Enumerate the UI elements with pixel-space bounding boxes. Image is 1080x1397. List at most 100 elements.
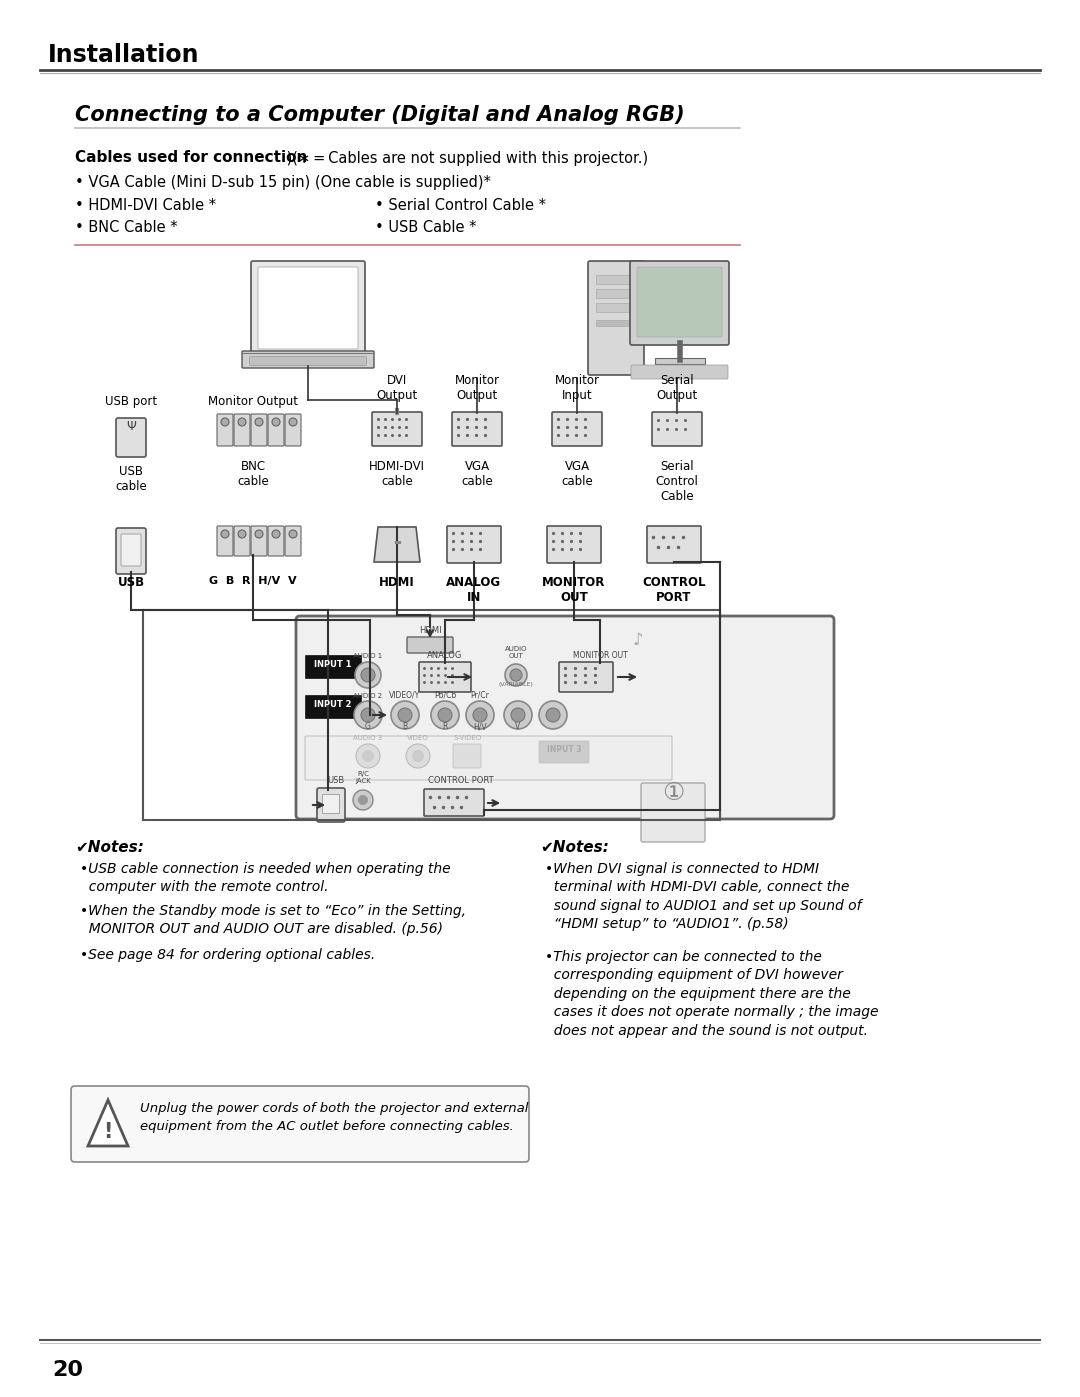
- Text: Connecting to a Computer (Digital and Analog RGB): Connecting to a Computer (Digital and An…: [75, 105, 685, 124]
- Circle shape: [438, 708, 453, 722]
- Text: V: V: [515, 722, 521, 731]
- FancyBboxPatch shape: [71, 1085, 529, 1162]
- Text: ▬: ▬: [393, 538, 401, 548]
- FancyBboxPatch shape: [285, 527, 301, 556]
- FancyBboxPatch shape: [234, 414, 249, 446]
- FancyBboxPatch shape: [249, 356, 366, 366]
- Text: INPUT 3: INPUT 3: [546, 745, 581, 754]
- Text: VIDEO/Y: VIDEO/Y: [390, 692, 420, 700]
- Circle shape: [289, 529, 297, 538]
- Text: 20: 20: [52, 1361, 83, 1380]
- Text: CONTROL
PORT: CONTROL PORT: [643, 576, 705, 604]
- FancyBboxPatch shape: [453, 412, 502, 446]
- FancyBboxPatch shape: [116, 528, 146, 574]
- Circle shape: [238, 418, 246, 426]
- Circle shape: [356, 745, 380, 768]
- Polygon shape: [374, 527, 420, 562]
- Bar: [596, 303, 636, 312]
- Text: •This projector can be connected to the
  corresponding equipment of DVI however: •This projector can be connected to the …: [545, 950, 878, 1038]
- Circle shape: [272, 418, 280, 426]
- Text: •When DVI signal is connected to HDMI
  terminal with HDMI-DVI cable, connect th: •When DVI signal is connected to HDMI te…: [545, 862, 862, 932]
- Bar: [596, 289, 636, 298]
- Circle shape: [431, 701, 459, 729]
- Text: H/V: H/V: [473, 722, 487, 731]
- Text: AUDIO 3: AUDIO 3: [353, 735, 382, 740]
- Text: • BNC Cable *: • BNC Cable *: [75, 219, 177, 235]
- Text: USB: USB: [327, 775, 345, 785]
- FancyBboxPatch shape: [631, 365, 728, 379]
- Text: R: R: [443, 722, 448, 731]
- Text: •When the Standby mode is set to “Eco” in the Setting,
  MONITOR OUT and AUDIO O: •When the Standby mode is set to “Eco” i…: [80, 904, 465, 936]
- Text: HDMI: HDMI: [419, 626, 442, 636]
- FancyBboxPatch shape: [318, 788, 345, 821]
- Circle shape: [355, 662, 381, 687]
- Text: USB: USB: [118, 576, 145, 590]
- Circle shape: [399, 708, 411, 722]
- FancyBboxPatch shape: [419, 662, 471, 692]
- FancyBboxPatch shape: [407, 637, 453, 652]
- FancyBboxPatch shape: [251, 527, 267, 556]
- FancyBboxPatch shape: [251, 414, 267, 446]
- FancyBboxPatch shape: [217, 414, 233, 446]
- Circle shape: [539, 701, 567, 729]
- Circle shape: [510, 669, 522, 680]
- FancyBboxPatch shape: [424, 789, 484, 816]
- FancyBboxPatch shape: [285, 414, 301, 446]
- Circle shape: [361, 708, 375, 722]
- Circle shape: [238, 529, 246, 538]
- Text: S-VIDEO: S-VIDEO: [454, 735, 482, 740]
- Text: CONTROL PORT: CONTROL PORT: [428, 775, 494, 785]
- Circle shape: [465, 701, 494, 729]
- Text: Installation: Installation: [48, 43, 200, 67]
- FancyBboxPatch shape: [234, 527, 249, 556]
- Text: !: !: [104, 1122, 112, 1141]
- Circle shape: [289, 418, 297, 426]
- Circle shape: [357, 795, 368, 805]
- Text: VGA
cable: VGA cable: [562, 460, 593, 488]
- Text: •See page 84 for ordering optional cables.: •See page 84 for ordering optional cable…: [80, 949, 375, 963]
- Circle shape: [546, 708, 561, 722]
- FancyBboxPatch shape: [630, 261, 729, 345]
- Text: G  B  R  H/V  V: G B R H/V V: [210, 576, 297, 585]
- FancyBboxPatch shape: [242, 351, 374, 367]
- FancyBboxPatch shape: [296, 616, 834, 819]
- Text: • USB Cable *: • USB Cable *: [375, 219, 476, 235]
- Text: USB
cable: USB cable: [116, 465, 147, 493]
- Circle shape: [354, 701, 382, 729]
- Text: ♪: ♪: [633, 631, 644, 650]
- Text: B: B: [403, 722, 407, 731]
- FancyBboxPatch shape: [453, 745, 481, 768]
- Bar: [596, 275, 636, 284]
- Text: •USB cable connection is needed when operating the
  computer with the remote co: •USB cable connection is needed when ope…: [80, 862, 450, 894]
- Text: ANALOG: ANALOG: [428, 651, 462, 659]
- Text: BNC
cable: BNC cable: [238, 460, 269, 488]
- FancyBboxPatch shape: [323, 795, 339, 813]
- FancyBboxPatch shape: [539, 740, 589, 763]
- Circle shape: [505, 664, 527, 686]
- Text: INPUT 2: INPUT 2: [314, 700, 352, 710]
- Text: MONITOR
OUT: MONITOR OUT: [542, 576, 606, 604]
- FancyBboxPatch shape: [372, 412, 422, 446]
- Text: ①: ①: [662, 781, 685, 805]
- FancyBboxPatch shape: [217, 527, 233, 556]
- Bar: [596, 320, 636, 326]
- Text: • VGA Cable (Mini D-sub 15 pin) (One cable is supplied)*: • VGA Cable (Mini D-sub 15 pin) (One cab…: [75, 176, 491, 190]
- Circle shape: [362, 750, 374, 761]
- Text: • HDMI-DVI Cable *: • HDMI-DVI Cable *: [75, 197, 216, 212]
- Text: USB port: USB port: [105, 395, 157, 408]
- Text: Pb/Cb: Pb/Cb: [434, 692, 456, 700]
- Text: Pr/Cr: Pr/Cr: [471, 692, 489, 700]
- FancyBboxPatch shape: [559, 662, 613, 692]
- FancyBboxPatch shape: [306, 696, 362, 718]
- FancyBboxPatch shape: [268, 414, 284, 446]
- Text: Monitor
Input: Monitor Input: [554, 374, 599, 402]
- Text: Serial
Control
Cable: Serial Control Cable: [656, 460, 699, 503]
- FancyBboxPatch shape: [268, 527, 284, 556]
- FancyBboxPatch shape: [116, 418, 146, 457]
- Circle shape: [391, 701, 419, 729]
- Circle shape: [411, 750, 424, 761]
- Circle shape: [221, 418, 229, 426]
- Circle shape: [221, 529, 229, 538]
- Bar: [654, 358, 705, 365]
- Text: ANALOG
IN: ANALOG IN: [446, 576, 501, 604]
